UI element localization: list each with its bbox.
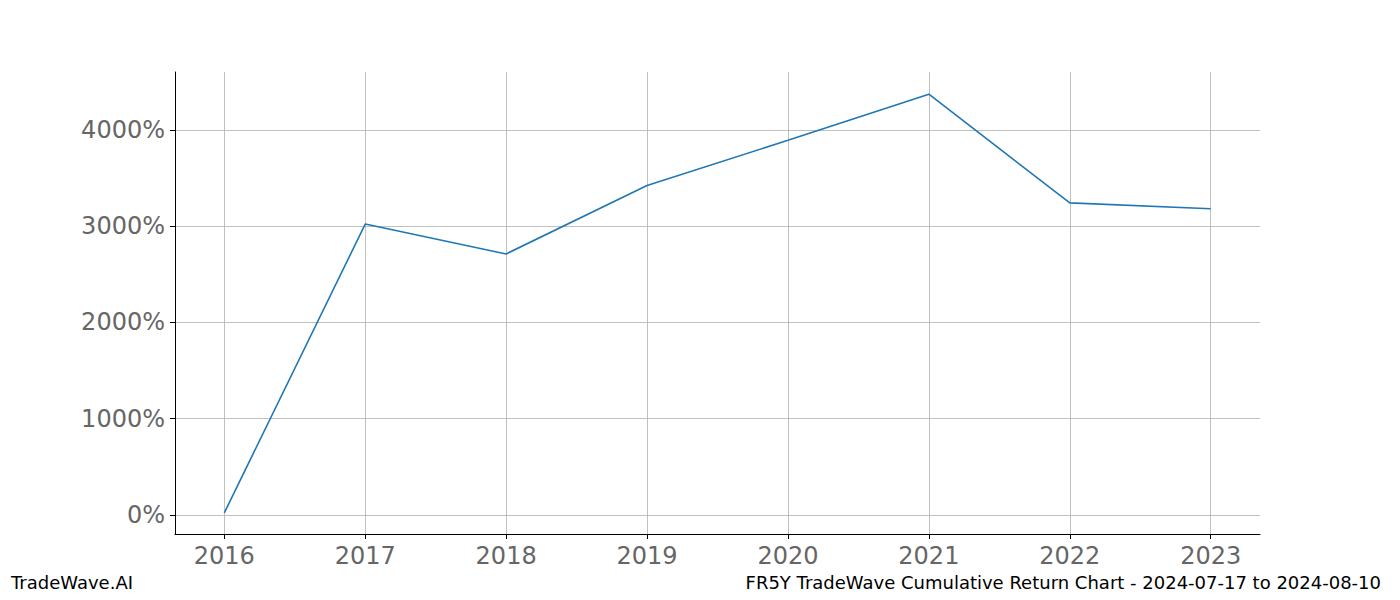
svg-text:3000%: 3000% [81, 212, 165, 240]
svg-text:2018: 2018 [476, 542, 537, 570]
svg-text:2020: 2020 [757, 542, 818, 570]
svg-text:2016: 2016 [194, 542, 255, 570]
svg-text:2022: 2022 [1039, 542, 1100, 570]
svg-text:2017: 2017 [335, 542, 396, 570]
svg-text:TradeWave.AI: TradeWave.AI [10, 572, 133, 593]
svg-text:2023: 2023 [1180, 542, 1241, 570]
svg-text:1000%: 1000% [81, 405, 165, 433]
svg-text:2000%: 2000% [81, 308, 165, 336]
svg-text:0%: 0% [127, 501, 165, 529]
svg-text:2021: 2021 [898, 542, 959, 570]
svg-text:2019: 2019 [617, 542, 678, 570]
svg-text:FR5Y TradeWave Cumulative Retu: FR5Y TradeWave Cumulative Return Chart -… [746, 572, 1381, 593]
svg-text:4000%: 4000% [81, 116, 165, 144]
